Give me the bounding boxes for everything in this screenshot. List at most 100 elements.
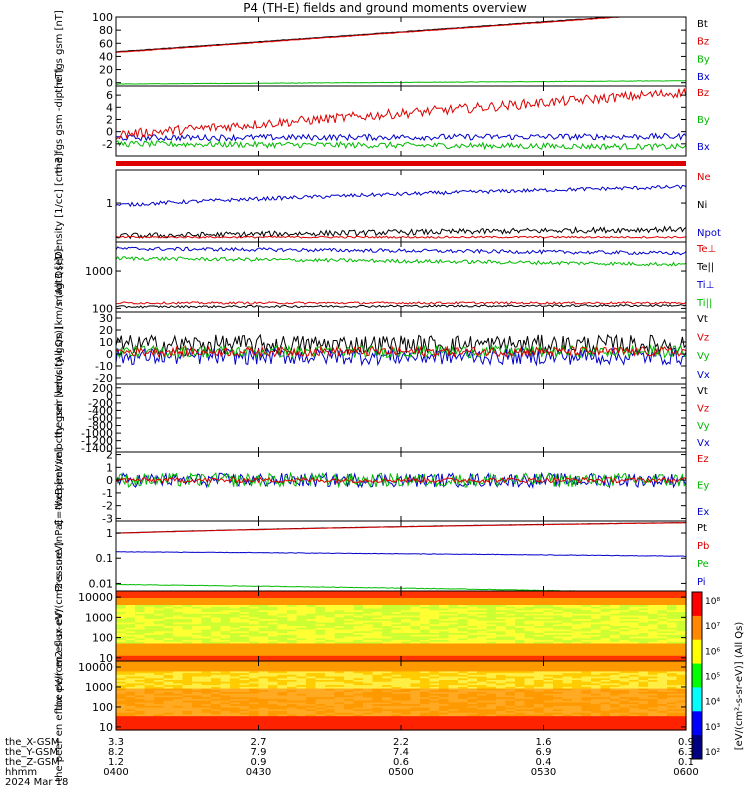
spectrogram-cell [505,716,516,719]
spectrogram-cell [363,626,374,629]
spectrogram-cell [182,610,193,613]
spectrogram-cell [144,606,155,610]
spectrogram-cell [486,685,497,688]
spectrogram-cell [638,610,649,613]
spectrogram-cell [410,608,421,611]
spectrogram-cell [505,704,516,707]
spectrogram-cell [467,612,478,615]
spectrogram-cell [562,601,573,604]
spectrogram-cell [448,707,459,710]
spectrogram-cell [344,629,355,632]
spectrogram-cell [173,638,184,641]
spectrogram-cell [249,654,260,657]
spectrogram-cell [391,640,402,643]
spectrogram-cell [334,681,345,684]
spectrogram-cell [220,619,231,622]
spectrogram-cell [534,678,545,681]
spectrogram-cell [553,617,564,620]
spectrogram-cell [268,699,279,702]
spectrogram-cell [543,617,554,620]
spectrogram-cell [363,624,374,627]
spectrogram-cell [496,615,507,618]
spectrogram-cell [619,697,630,700]
spectrogram-cell [306,690,317,693]
spectrogram-cell [610,695,621,698]
spectrogram-cell [600,712,611,716]
spectrogram-cell [648,695,659,698]
spectrogram-cell [315,664,326,667]
spectrogram-cell [496,652,507,655]
spectrogram-cell [676,707,687,710]
spectrogram-cell [296,608,307,611]
spectrogram-cell [439,594,450,597]
spectrogram-cell [657,709,668,712]
spectrogram-cell [553,681,564,684]
spectrogram-cell [135,688,146,691]
spectrogram-cell [543,608,554,611]
spectrogram-cell [448,667,459,671]
spectrogram-cell [296,686,307,690]
spectrogram-cell [287,661,298,664]
spectrogram-cell [562,648,573,652]
spectrogram-cell [534,626,545,629]
spectrogram-cell [391,699,402,702]
spectrogram-cell [230,714,241,717]
spectrogram-cell [144,699,155,702]
spectrogram-cell [192,648,203,652]
spectrogram-cell [173,627,184,631]
spectrogram-cell [372,688,383,691]
spectrogram-cell [657,724,668,728]
spectrogram-cell [610,638,621,641]
spectrogram-cell [676,650,687,653]
spectrogram-cell [581,704,592,707]
spectrogram-cell [486,723,497,726]
spectrogram-cell [220,657,231,660]
spectrogram-cell [192,726,203,729]
spectrogram-cell [553,717,564,721]
spectrogram-cell [543,626,554,629]
spectrogram-cell [182,601,193,604]
spectrogram-cell [401,676,412,679]
spectrogram-cell [505,619,516,622]
spectrogram-cell [258,674,269,678]
spectrogram-cell [638,697,649,700]
spectrogram-cell [439,683,450,686]
spectrogram-cell [524,678,535,681]
spectrogram-cell [192,594,203,597]
spectrogram-cell [173,648,184,652]
spectrogram-cell [306,645,317,648]
spectrogram-cell [629,664,640,667]
spectrogram-cell [277,678,288,681]
spectrogram-cell [163,697,174,700]
spectrogram-cell [496,617,507,620]
spectrogram-cell [325,695,336,698]
legend-Vz: Vz [697,403,709,414]
spectrogram-cell [543,610,554,613]
spectrogram-cell [600,605,611,608]
spectrogram-cell [249,711,260,714]
spectrogram-cell [268,612,279,615]
spectrogram-cell [458,717,469,721]
spectrogram-cell [249,601,260,604]
spectrogram-cell [581,669,592,672]
spectrogram-cell [382,676,393,679]
spectrogram-cell [372,676,383,679]
spectrogram-cell [439,686,450,690]
spectrogram-cell [344,627,355,631]
spectrogram-cell [344,641,355,645]
spectrogram-cell [344,661,355,664]
spectrogram-cell [344,601,355,604]
spectrogram-cell [372,626,383,629]
spectrogram-cell [268,716,279,719]
spectrogram-cell [467,686,478,690]
spectrogram-cell [486,705,497,709]
spectrogram-cell [467,601,478,604]
spectrogram-cell [173,699,184,702]
spectrogram-cell [192,627,203,631]
spectrogram-cell [211,709,222,712]
spectrogram-cell [125,714,136,717]
spectrogram-cell [439,719,450,722]
spectrogram-cell [201,692,212,695]
spectrogram-cell [638,700,649,703]
spectrogram-cell [249,671,260,674]
